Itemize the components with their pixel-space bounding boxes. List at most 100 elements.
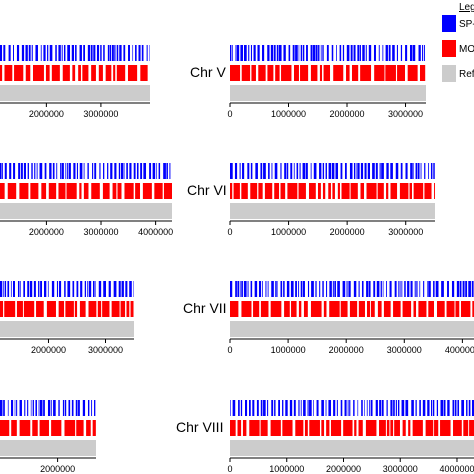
sp-track-stripe [4, 163, 7, 179]
sp-track-stripe [72, 281, 75, 297]
sp-track-stripe [390, 400, 393, 416]
sp-track-stripe [419, 281, 421, 297]
mo-gap [433, 420, 435, 436]
mo-gap [330, 183, 333, 199]
mo-gap [16, 420, 20, 436]
sp-track-stripe [443, 400, 446, 416]
sp-track-stripe [334, 281, 336, 297]
sp-track-stripe [322, 281, 324, 297]
mo-gap [272, 183, 275, 199]
mo-gap [257, 183, 259, 199]
sp-track-stripe [33, 281, 36, 297]
sp-track-stripe [312, 45, 316, 61]
sp-track-stripe [27, 281, 30, 297]
sp-track-stripe [39, 163, 43, 179]
mo-gap [38, 183, 42, 199]
sp-track-stripe [456, 281, 460, 297]
mo-gap [317, 65, 320, 81]
sp-track-stripe [71, 45, 75, 61]
mo-gap [64, 301, 66, 317]
chromosome-label: Chr VII [183, 300, 227, 316]
sp-track-stripe [16, 45, 20, 61]
mo-gap [235, 420, 238, 436]
sp-track-stripe [325, 400, 327, 416]
sp-track-stripe [107, 45, 110, 61]
sp-track-stripe [353, 281, 357, 297]
mo-gap [357, 301, 359, 317]
mo-gap [383, 183, 387, 199]
legend-swatch [442, 15, 456, 32]
sp-track-stripe [257, 45, 260, 61]
sp-track-stripe [250, 45, 252, 61]
sp-track-stripe [60, 163, 62, 179]
sp-track-stripe [300, 400, 302, 416]
sp-track-stripe [353, 163, 356, 179]
sp-track-stripe [25, 45, 28, 61]
sp-track-stripe [315, 281, 317, 297]
sp-track-stripe [98, 281, 102, 297]
mo-gap [239, 183, 242, 199]
mo-gap [65, 183, 67, 199]
chromosome-label: Chr V [190, 64, 226, 80]
sp-track-stripe [372, 163, 375, 179]
sp-track-stripe [303, 400, 306, 416]
sp-track-stripe [300, 281, 303, 297]
sp-track-stripe [440, 400, 444, 416]
sp-track-stripe [310, 163, 312, 179]
sp-track-stripe [96, 45, 100, 61]
mo-gap [46, 183, 49, 199]
sp-track-stripe [417, 163, 420, 179]
x-tick-label: 2000000 [326, 464, 361, 474]
sp-track-stripe [373, 281, 376, 297]
sp-track-stripe [328, 163, 332, 179]
sp-track-stripe [49, 163, 52, 179]
sp-track-stripe [282, 400, 284, 416]
sp-track-stripe [94, 400, 96, 416]
sp-track-stripe [230, 45, 232, 61]
sp-track-stripe [88, 281, 92, 297]
sp-track-stripe [235, 45, 237, 61]
mo-gap [279, 183, 281, 199]
mo-gap [241, 420, 243, 436]
sp-track-stripe [344, 163, 347, 179]
mo-gap [412, 183, 414, 199]
sp-track-stripe [129, 163, 132, 179]
mo-gap [349, 183, 351, 199]
sp-track-stripe [262, 45, 265, 61]
sp-track-stripe [451, 281, 455, 297]
mo-gap [343, 65, 347, 81]
sp-track-stripe [38, 281, 40, 297]
sp-track-stripe [8, 45, 11, 61]
sp-track-stripe [84, 281, 86, 297]
sp-track-stripe [237, 281, 240, 297]
sp-track-stripe [65, 163, 67, 179]
mo-gap [9, 420, 12, 436]
sp-track-stripe [405, 400, 409, 416]
sp-track-stripe [232, 400, 236, 416]
sp-track-stripe [365, 45, 367, 61]
sp-track-stripe [399, 281, 401, 297]
x-tick-label: 2000000 [329, 345, 364, 355]
sp-track-stripe [56, 163, 58, 179]
sp-track-stripe [386, 400, 388, 416]
mo-gap [61, 420, 65, 436]
sp-track-stripe [256, 400, 259, 416]
mo-gap [470, 301, 473, 317]
sp-track-stripe [468, 281, 471, 297]
sp-track-stripe [231, 45, 233, 61]
mo-gap [246, 420, 250, 436]
sp-track-stripe [260, 400, 263, 416]
sp-track-stripe [271, 281, 274, 297]
mo-gap [325, 183, 329, 199]
mo-gap [305, 183, 309, 199]
sp-track-stripe [410, 163, 413, 179]
sp-track-stripe [118, 281, 121, 297]
sp-track-stripe [274, 163, 278, 179]
sp-track-stripe [30, 400, 32, 416]
mo-gap [273, 65, 276, 81]
sp-track-stripe [388, 45, 391, 61]
mo-gap [90, 420, 93, 436]
sp-track-stripe [140, 163, 143, 179]
sp-track-stripe [340, 163, 343, 179]
sp-track-stripe [3, 45, 6, 61]
